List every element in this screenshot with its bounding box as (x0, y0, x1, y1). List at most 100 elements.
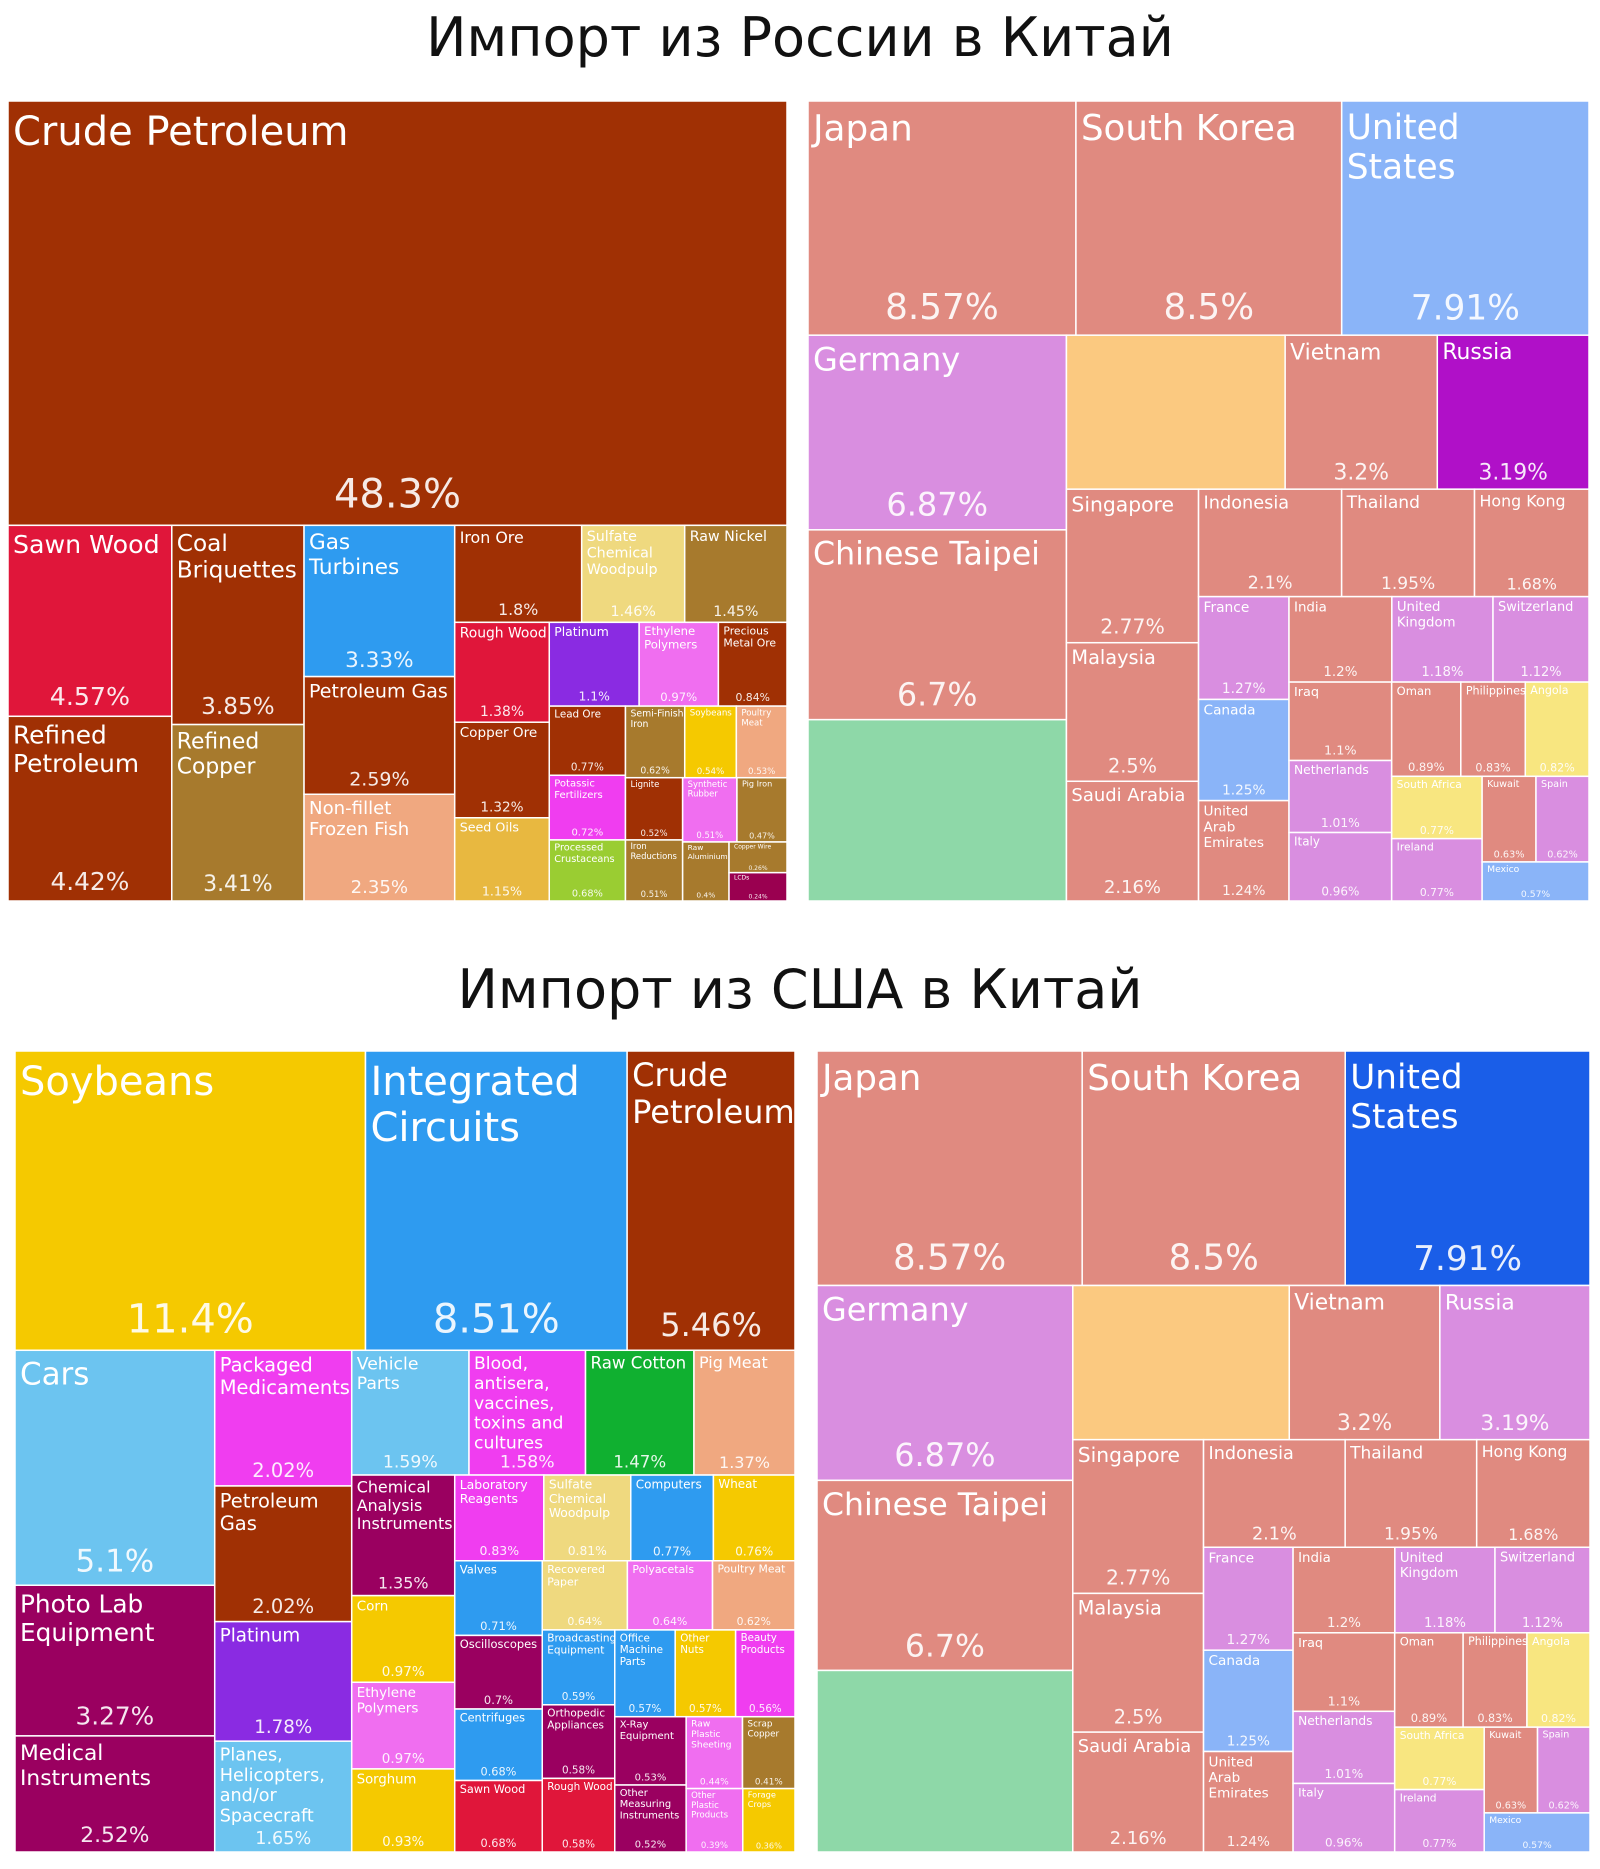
tile-value: 2.52% (80, 1823, 149, 1848)
tile: Lignite 0.52% (624, 776, 684, 841)
tile-text: Rough Wood 1.38% (460, 626, 547, 720)
tile-text: Valves 0.71% (460, 1562, 517, 1633)
tile-value: 1.78% (254, 1717, 312, 1738)
tile-rect (303, 524, 456, 678)
tile: Poultry Meat 0.53% (735, 705, 788, 779)
tile-text: South Africa 0.77% (1397, 778, 1462, 837)
tile-value: 1.27% (1227, 1632, 1271, 1648)
tile-rect (541, 1777, 616, 1853)
tile-value: 2.35% (351, 877, 409, 898)
tile-rect (1202, 1649, 1294, 1753)
tile-rect (453, 621, 551, 723)
tile-value: 0.83% (479, 1543, 519, 1558)
tile-value: 1.18% (1421, 665, 1463, 680)
tile-label: Rough Wood (547, 1781, 612, 1793)
tile: Platinum 1.1% (548, 621, 640, 707)
tile-label: United Arab Emirates (1204, 804, 1264, 851)
tile-value: 0.7% (484, 1693, 513, 1707)
tile-value: 3.19% (1478, 460, 1547, 485)
tile: Rough Wood 1.38% (453, 621, 551, 723)
tile-text: Computers 0.77% (636, 1477, 702, 1558)
tile-label: Orthopedic Appliances (547, 1707, 605, 1731)
tile-text: Packaged Medicaments 2.02% (220, 1354, 350, 1482)
tile-rect (350, 1768, 456, 1853)
tile-value: 3.2% (1337, 1411, 1392, 1436)
tile-value: 8.5% (1169, 1238, 1259, 1279)
tile: Vietnam 3.2% (1288, 1284, 1441, 1441)
tile: Thailand 1.95% (1344, 1438, 1478, 1549)
tile-rect (626, 1050, 796, 1352)
tile-rect (1390, 837, 1483, 902)
tile-text: Singapore 2.77% (1078, 1443, 1180, 1589)
tile-label: Petroleum Gas (309, 681, 448, 703)
tile-rect (468, 1349, 587, 1476)
tile: Other Plastic Products 0.39% (685, 1787, 744, 1853)
tile-text: Cars 5.1% (20, 1356, 154, 1579)
tile-label: Italy (1298, 1786, 1324, 1800)
tile-value: 0.57% (1521, 889, 1551, 900)
tile-label: Other Measuring Instruments (620, 1788, 679, 1822)
tile-label: Iraq (1298, 1636, 1323, 1651)
tile: Semi-Finished Iron 0.62% (624, 705, 686, 779)
section-title: Импорт из США в Китай (458, 958, 1143, 1021)
tile: Pig Iron 0.47% (736, 776, 788, 843)
tile-text: Refined Copper 3.41% (177, 730, 273, 898)
tile-label: Beauty Products (741, 1632, 785, 1656)
tile: Valves 0.71% (453, 1560, 543, 1637)
tile-label: Saudi Arabia (1078, 1736, 1191, 1757)
tile: Processed Crustaceans 0.68% (548, 839, 627, 902)
tile: United Kingdom 1.18% (1394, 1546, 1496, 1634)
tile: Forage Crops 0.36% (742, 1787, 796, 1853)
tile (816, 1669, 1074, 1853)
tile-rect (541, 1560, 629, 1631)
tile-label: Processed Crustaceans (554, 843, 614, 865)
tile-rect (1202, 1546, 1294, 1651)
tile-label: Italy (1294, 835, 1320, 849)
tile-value: 0.64% (653, 1615, 688, 1628)
tile: Hong Kong 1.68% (1475, 1438, 1591, 1549)
tile-value: 0.57% (629, 1703, 662, 1715)
tile-text: Semi-Finished Iron 0.62% (630, 708, 684, 776)
tile-text: Iraq 1.1% (1298, 1636, 1360, 1710)
tile-label: Saudi Arabia (1071, 785, 1185, 806)
tile-rect (741, 1715, 796, 1790)
tile-text: Canada 1.25% (1209, 1653, 1270, 1749)
tile-value: 1.1% (578, 689, 610, 704)
tile: Switzerland 1.12% (1492, 595, 1590, 683)
tile-value: 1.95% (1381, 574, 1435, 594)
tile-value: 0.57% (689, 1703, 722, 1715)
tile-label: Germany (813, 340, 960, 378)
tile-label: India (1298, 1551, 1331, 1566)
tile: Canada 1.25% (1197, 698, 1290, 802)
tile-rect (614, 1629, 676, 1718)
tile-value: 1.12% (1520, 665, 1561, 680)
tile-label: LCDs (734, 874, 749, 881)
tile-text: Malaysia 2.5% (1071, 646, 1157, 778)
tile-label: Sawn Wood (13, 530, 160, 559)
tile-value: 2.1% (1252, 1524, 1297, 1544)
tile-label: Gas Turbines (308, 530, 399, 580)
tile-rect (350, 1349, 470, 1476)
tile-label: Thailand (1349, 1443, 1423, 1463)
tile: Singapore 2.77% (1065, 488, 1200, 644)
tile-label: Computers (636, 1477, 702, 1491)
tile-text: Kuwait 0.63% (1487, 779, 1524, 861)
tile-value: 3.27% (76, 1702, 155, 1731)
tile: Medical Instruments 2.52% (14, 1735, 216, 1853)
tile-text: Other Measuring Instruments 0.52% (620, 1788, 679, 1851)
tile-rect (1391, 595, 1494, 683)
tile-text: Blood, antisera, vaccines, toxins and cultur… (474, 1354, 563, 1472)
tile-value: 0.54% (697, 767, 725, 777)
tile-value: 0.26% (748, 865, 767, 872)
tile: Petroleum Gas 2.02% (213, 1485, 353, 1623)
tile-label: Vehicle Parts (357, 1354, 419, 1394)
tile: Office Machine Parts 0.57% (614, 1629, 676, 1718)
tile: Integrated Circuits 8.51% (364, 1050, 628, 1352)
tile-text: Netherlands 1.01% (1298, 1714, 1372, 1781)
tile: Chemical Analysis Instruments 1.35% (350, 1474, 456, 1597)
tile-rect (1492, 595, 1590, 683)
tile-label: Poultry Meat (741, 709, 771, 729)
tile: Iron Ore 1.8% (453, 524, 583, 624)
tile-text: Sawn Wood 4.57% (13, 530, 160, 711)
tile: Computers 0.77% (630, 1474, 715, 1562)
